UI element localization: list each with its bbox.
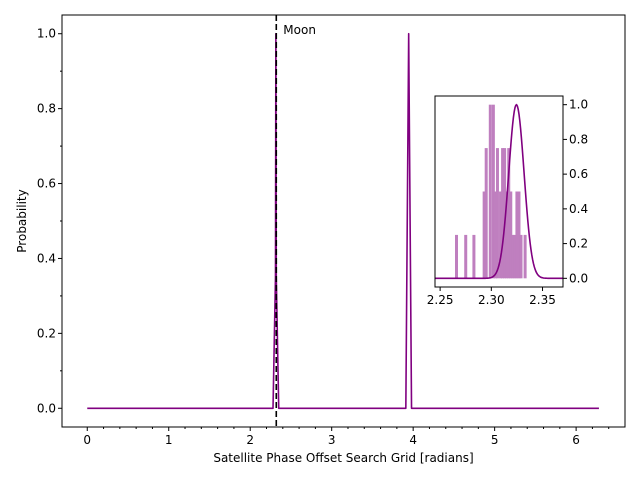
inset-y-tick-label-1: 0.2 <box>569 237 588 251</box>
series-line-0 <box>87 32 599 410</box>
moon-annotation: Moon <box>283 23 316 37</box>
inset-plot: 2.25 2.30 2.35 0.0 0.2 0.4 0.6 0.8 1.0 <box>427 95 588 307</box>
x-tick-label-6: 6 <box>572 433 580 447</box>
x-tick-label-4: 4 <box>409 433 417 447</box>
inset-bar-1 <box>464 234 468 279</box>
y-tick-label-0: 0.0 <box>37 401 56 415</box>
x-axis-label: Satellite Phase Offset Search Grid [radi… <box>213 451 473 465</box>
y-tick-label-4: 0.8 <box>37 102 56 116</box>
inset-bar-20 <box>523 234 527 279</box>
y-tick-label-2: 0.4 <box>37 251 56 265</box>
inset-bar-15 <box>511 234 515 279</box>
y-tick-label-3: 0.6 <box>37 177 56 191</box>
inset-bar-6 <box>491 104 495 279</box>
inset-plot-background <box>435 96 563 287</box>
inset-bar-14 <box>509 191 513 279</box>
inset-bar-13 <box>507 148 511 279</box>
inset-y-tick-label-5: 1.0 <box>569 98 588 112</box>
inset-bar-3 <box>482 191 486 279</box>
inset-y-tick-label-4: 0.8 <box>569 132 588 146</box>
inset-y-tick-label-0: 0.0 <box>569 271 588 285</box>
inset-y-tick-label-3: 0.6 <box>569 167 588 181</box>
inset-plot-marks <box>435 103 563 280</box>
inset-bar-10 <box>501 148 505 279</box>
inset-bar-11 <box>503 148 507 279</box>
x-tick-label-5: 5 <box>491 433 499 447</box>
y-axis-label: Probability <box>15 189 29 252</box>
inset-bar-5 <box>488 104 492 279</box>
main-plot: Moon 0 1 2 3 4 5 6 0.0 0.2 0.4 0.6 0.8 1.0 Satellit… <box>15 14 626 465</box>
main-y-axis: 0.0 0.2 0.4 0.6 0.8 1.0 <box>37 27 62 415</box>
inset-bar-2 <box>472 234 476 279</box>
inset-x-axis: 2.25 2.30 2.35 <box>427 287 556 307</box>
inset-bar-0 <box>455 234 459 279</box>
y-tick-label-5: 1.0 <box>37 27 56 41</box>
inset-bar-7 <box>493 191 497 279</box>
main-plot-marks: Moon <box>87 15 599 427</box>
x-tick-label-2: 2 <box>246 433 254 447</box>
inset-x-tick-label-0: 2.25 <box>427 293 454 307</box>
y-tick-label-1: 0.2 <box>37 326 56 340</box>
x-tick-label-1: 1 <box>165 433 173 447</box>
inset-bar-12 <box>505 191 509 279</box>
inset-bar-16 <box>513 234 517 279</box>
inset-bar-9 <box>499 191 503 279</box>
inset-bar-19 <box>519 234 523 279</box>
inset-bar-18 <box>517 191 521 279</box>
inset-curve <box>435 103 563 280</box>
inset-plot-frame <box>434 95 564 288</box>
inset-y-tick-label-2: 0.4 <box>569 202 588 216</box>
main-x-axis: 0 1 2 3 4 5 6 <box>83 427 610 447</box>
inset-x-tick-label-2: 2.35 <box>529 293 556 307</box>
inset-bar-4 <box>484 148 488 279</box>
inset-y-axis: 0.0 0.2 0.4 0.6 0.8 1.0 <box>563 98 588 285</box>
inset-bar-17 <box>515 191 519 279</box>
inset-bar-8 <box>495 148 499 279</box>
x-tick-label-0: 0 <box>83 433 91 447</box>
x-tick-label-3: 3 <box>328 433 336 447</box>
inset-x-tick-label-1: 2.30 <box>478 293 505 307</box>
